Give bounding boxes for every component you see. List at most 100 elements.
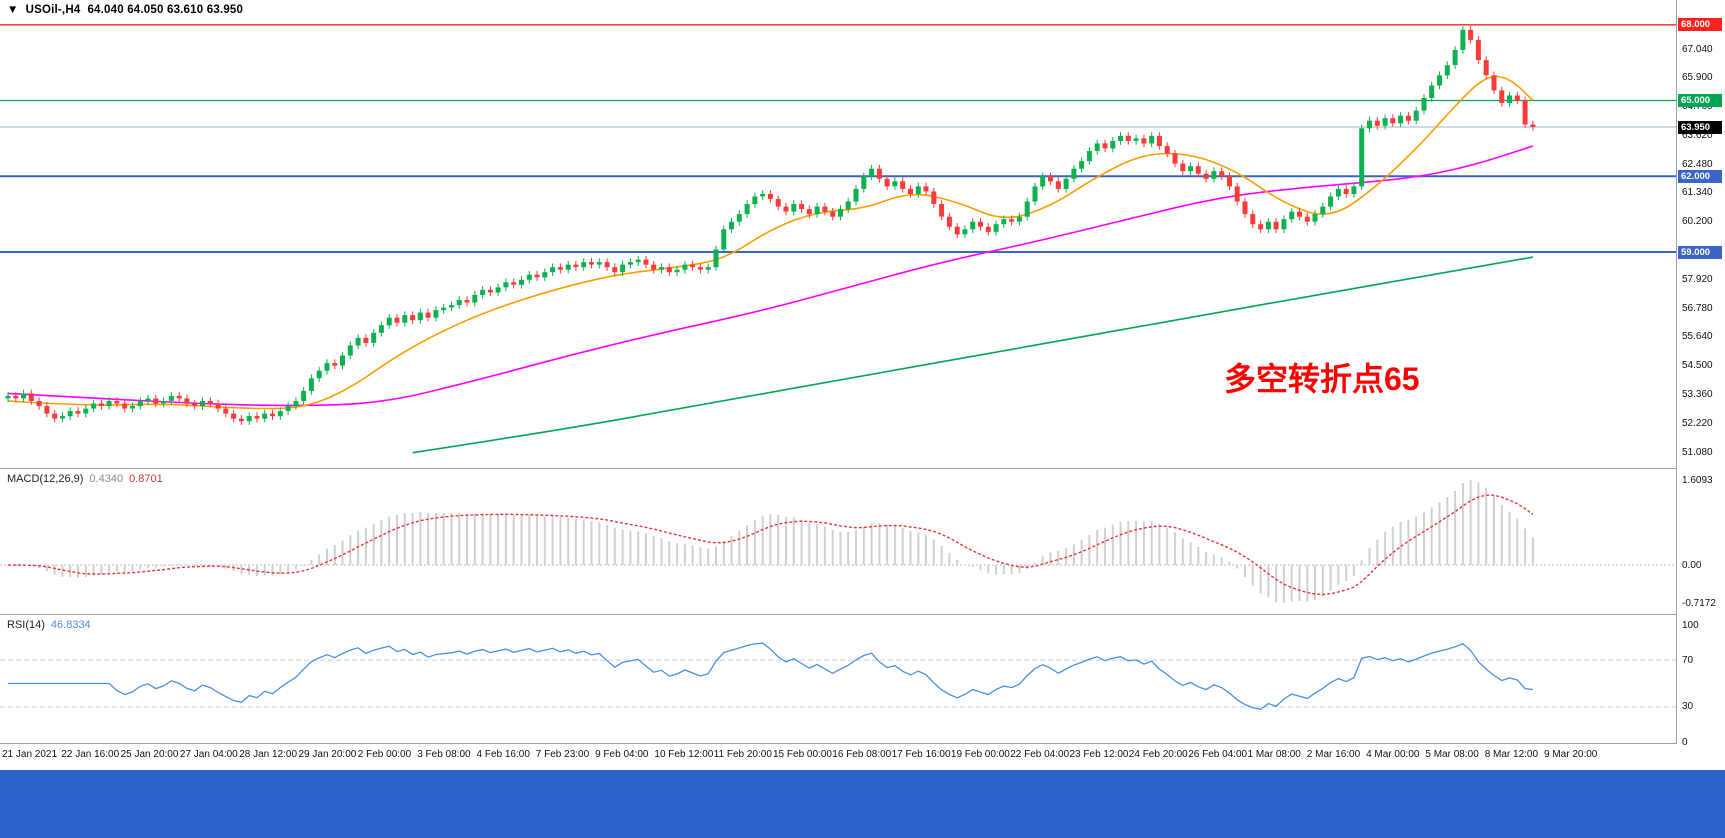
price-tick-label: 67.040 [1682,43,1713,55]
macd-bar [1049,552,1052,565]
panel-separator [0,468,1725,469]
price-level-badge: 68.000 [1678,18,1722,32]
candle-body [604,262,610,268]
macd-bar [170,564,173,566]
macd-bar [1500,505,1503,565]
macd-bar [123,565,126,572]
candle-body [908,188,913,194]
macd-bar [1135,520,1138,565]
macd-bar [1345,565,1348,581]
macd-bar [388,516,391,565]
macd-bar [1127,521,1130,565]
macd-bar [606,524,609,565]
macd-bar [769,514,772,565]
candle-body [1499,90,1505,103]
macd-bar [147,565,149,568]
macd-histogram [7,480,1534,603]
candle-body [876,168,882,179]
macd-bar [512,514,515,565]
candle-body [1444,65,1450,76]
main-chart-canvas[interactable] [0,0,1676,468]
candle-body [1040,176,1046,187]
macd-bar [100,565,103,575]
price-tick-label: 63.620 [1682,129,1713,141]
macd-bar [372,524,375,565]
macd-bar [1189,542,1192,565]
candle-body [1429,85,1435,98]
macd-bar [590,521,593,565]
macd-bar [294,565,297,570]
macd-panel-canvas[interactable] [0,469,1676,614]
candle-body [970,221,976,230]
candle-body [83,408,89,414]
candle-body [262,413,268,419]
candle-body [168,395,174,401]
candle-body [417,312,423,321]
macd-bar [1220,557,1223,565]
price-axis[interactable]: 67.04065.90064.76063.62062.48061.34060.2… [1677,0,1725,748]
macd-bar [1477,482,1480,565]
time-axis-label: 29 Jan 20:00 [298,749,357,760]
macd-bar [683,544,686,565]
time-axis-label: 4 Feb 16:00 [476,749,530,760]
macd-bar [1329,565,1332,591]
candle-body [106,401,112,407]
candle-body [861,176,867,189]
candle-body [705,267,711,270]
macd-bar [1181,538,1184,565]
price-level-badge: 59.000 [1678,245,1722,259]
candle-body [1242,201,1248,215]
macd-bar [715,546,717,565]
candle-body [799,204,805,209]
macd-bar [940,545,943,565]
candle-body [1374,120,1380,126]
candle-body [1079,161,1085,169]
candle-body [1343,188,1349,194]
candle-body [472,294,478,303]
candle-body [1219,171,1225,177]
candle-body [487,289,493,293]
time-axis-label: 21 Jan 2021 [2,749,58,760]
price-tick-label: 55.640 [1682,331,1713,343]
rsi-panel-canvas[interactable] [0,615,1676,743]
rsi-scale-label: 0 [1682,736,1688,748]
macd-bar [792,517,795,565]
macd-bar [621,529,624,565]
candle-body [1437,75,1442,86]
candle-body [1452,50,1458,66]
macd-bar [1228,561,1231,565]
macd-bar [1399,522,1402,565]
candle-body [1289,211,1295,220]
macd-bar [450,513,453,565]
macd-bar [676,543,679,565]
candle-body [993,224,999,232]
candle-body [293,401,299,407]
candle-body [28,393,34,401]
candle-body [1110,140,1116,149]
macd-bar [559,517,562,565]
macd-bar [963,564,966,566]
candle-body [721,229,727,250]
candle-body [511,282,517,285]
candle-body [1032,186,1038,202]
time-axis[interactable]: 21 Jan 2021 22 Jan 16:00 25 Jan 20:00 27 Ja… [0,744,1676,770]
panel-separator [0,614,1725,615]
candle-body [340,355,345,366]
candle-body [441,307,447,311]
macd-bar [53,565,56,575]
macd-bar [1516,518,1519,565]
candle-body [495,287,501,293]
macd-bar [1282,565,1285,603]
macd-bar [497,514,500,565]
price-tick-label: 60.200 [1682,216,1713,228]
time-axis-label: 8 Mar 12:00 [1484,749,1539,760]
candle-body [456,300,462,306]
macd-scale-label: 0.00 [1682,559,1702,571]
candle-body [775,199,781,207]
candle-body [1102,143,1108,149]
candle-body [238,418,244,422]
candle-body [60,416,65,419]
macd-scale-label: -0.7172 [1682,597,1716,609]
candle-body [1390,118,1396,124]
candle-body [1118,135,1123,141]
